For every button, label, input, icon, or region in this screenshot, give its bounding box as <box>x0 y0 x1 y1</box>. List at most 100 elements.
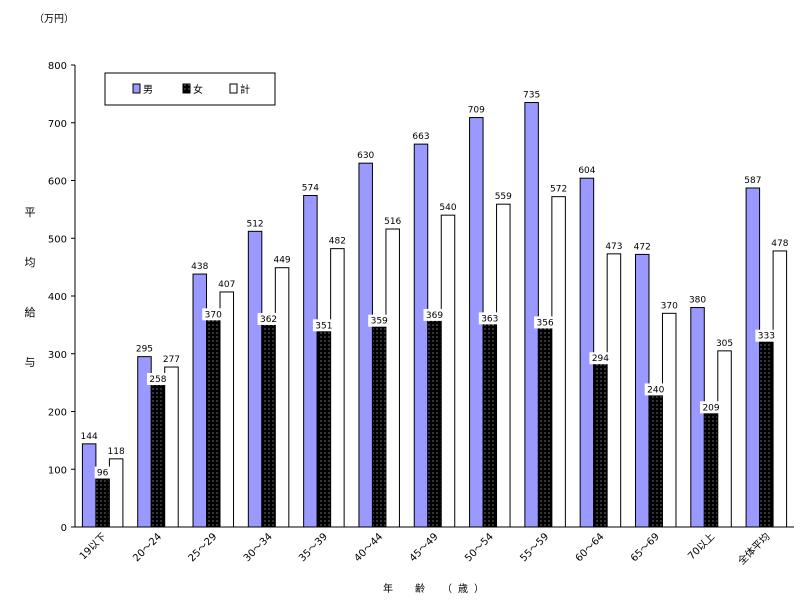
bar-female <box>703 405 719 528</box>
value-label-female: 362 <box>260 315 277 325</box>
y-tick-label: 0 <box>61 523 67 534</box>
bar-total <box>717 350 732 528</box>
value-label-total: 559 <box>495 192 512 202</box>
value-label-box <box>423 308 446 321</box>
value-label-total: 370 <box>661 301 678 311</box>
value-label-male: 512 <box>246 219 263 229</box>
y-axis-title-char: 均 <box>25 256 36 269</box>
y-tick-label: 100 <box>48 465 67 476</box>
value-label-box <box>589 352 612 365</box>
value-label-male: 574 <box>302 184 319 194</box>
value-label-total: 572 <box>550 185 567 195</box>
value-label-female: 356 <box>537 318 554 328</box>
x-tick-label: 50～54 <box>463 531 496 564</box>
bar-male <box>358 162 373 528</box>
value-label-female: 258 <box>149 375 166 385</box>
bar-male <box>524 102 539 528</box>
value-label-total: 540 <box>439 203 456 213</box>
value-label-male: 587 <box>744 176 761 186</box>
x-tick-label: 19以下 <box>78 531 109 562</box>
value-label-box <box>94 466 111 479</box>
y-tick-label: 800 <box>48 61 67 72</box>
x-tick-label: 40～44 <box>352 531 385 564</box>
bar-female <box>593 356 608 528</box>
value-label-female: 209 <box>702 403 719 413</box>
y-tick-label: 500 <box>48 234 67 245</box>
bar-total <box>606 253 622 528</box>
value-label-total: 478 <box>771 239 788 249</box>
x-tick-label: 30～34 <box>242 531 275 564</box>
y-tick-label: 700 <box>48 119 67 130</box>
value-label-male: 472 <box>634 242 651 252</box>
x-tick-label: 60～64 <box>574 531 607 564</box>
bar-total <box>164 366 179 528</box>
value-label-female: 363 <box>481 314 498 324</box>
value-label-box <box>478 312 501 325</box>
x-tick-label: 25～29 <box>187 531 220 564</box>
legend-swatch-male <box>132 83 141 94</box>
bar-male <box>745 187 761 528</box>
bar-total <box>551 196 566 528</box>
y-tick-label: 600 <box>48 177 67 188</box>
x-tick-label: 45～49 <box>408 531 441 564</box>
bars <box>81 102 788 528</box>
value-label-total: 407 <box>218 280 235 290</box>
value-label-box <box>257 312 280 325</box>
value-label-female: 240 <box>647 385 664 395</box>
x-tick-label: 35～39 <box>297 531 330 564</box>
y-axis-title-char: 給 <box>25 305 36 319</box>
value-label-male: 663 <box>412 132 429 142</box>
legend: 男女計 <box>104 72 276 106</box>
value-label-box <box>312 319 335 332</box>
bar-female <box>95 471 110 528</box>
bar-male <box>413 143 429 528</box>
value-label-box <box>755 329 778 342</box>
value-label-male: 709 <box>468 106 485 116</box>
y-tick-label: 200 <box>48 408 67 419</box>
x-axis-title: 年 齢 （歳） <box>383 582 490 595</box>
value-label-total: 118 <box>108 447 125 457</box>
value-label-male: 438 <box>191 262 208 272</box>
bar-female <box>206 312 221 528</box>
bar-female <box>648 387 663 528</box>
legend-label: 女 <box>193 83 203 96</box>
legend-label: 男 <box>143 84 153 96</box>
y-tick-label: 400 <box>48 292 67 303</box>
bar-male <box>690 307 705 528</box>
value-label-box <box>644 383 667 396</box>
legend-swatch-total <box>229 83 238 94</box>
x-tick-label: 70以上 <box>686 531 718 563</box>
value-label-box <box>146 373 169 386</box>
y-axis-title-char: 与 <box>25 356 36 369</box>
bar-total <box>330 248 345 528</box>
value-label-total: 305 <box>716 339 733 349</box>
bar-female <box>261 317 276 528</box>
legend-swatch-female <box>182 83 191 94</box>
y-tick-label: 300 <box>48 350 67 361</box>
bar-male <box>247 230 263 528</box>
value-label-total: 516 <box>384 217 401 227</box>
bar-female <box>316 323 332 528</box>
bar-female <box>371 319 387 528</box>
value-label-box <box>700 401 723 414</box>
value-label-male: 630 <box>357 151 374 161</box>
value-label-female: 369 <box>426 311 443 321</box>
bar-total <box>385 228 400 528</box>
y-unit-label: （万円） <box>34 13 74 25</box>
bar-male <box>81 443 97 528</box>
bar-total <box>661 312 677 528</box>
value-labels: 144 96 118 295 258 277 438 370 407 512 362 449 574 35… <box>81 91 789 479</box>
x-tick-label: 55～59 <box>518 531 551 564</box>
value-label-male: 380 <box>689 296 706 306</box>
bar-total <box>108 458 124 528</box>
value-label-total: 277 <box>163 355 180 365</box>
value-label-female: 359 <box>371 317 388 327</box>
bar-female <box>427 313 442 528</box>
value-label-female: 370 <box>205 310 222 320</box>
bar-total <box>440 214 456 528</box>
bar-total <box>219 291 235 528</box>
bar-total <box>274 267 290 528</box>
value-label-total: 449 <box>273 256 290 266</box>
